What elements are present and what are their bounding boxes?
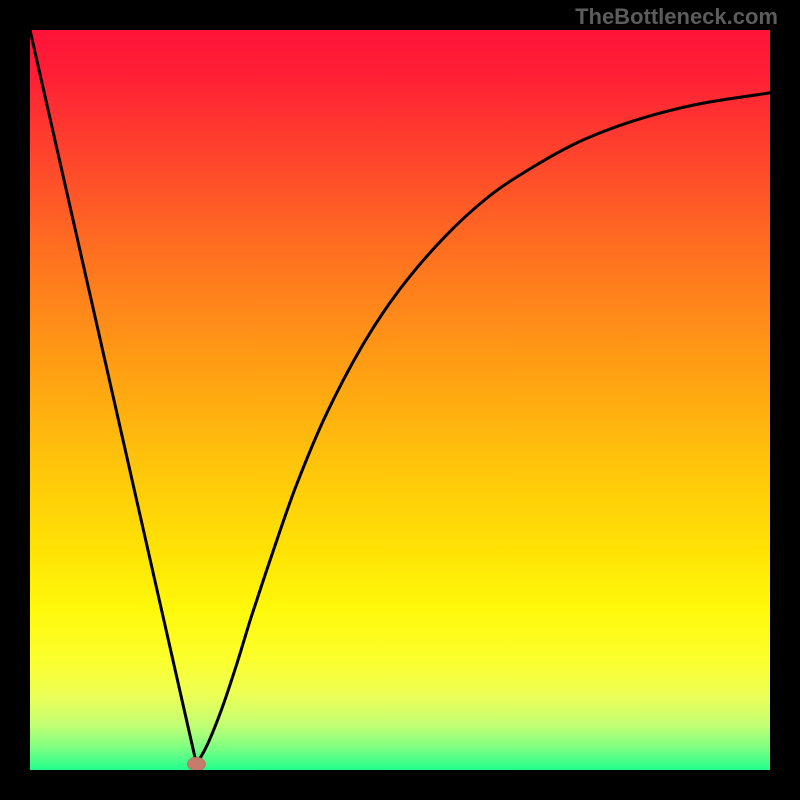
watermark-text: TheBottleneck.com xyxy=(575,4,778,30)
bottleneck-chart-svg xyxy=(30,30,770,770)
gradient-background xyxy=(30,30,770,770)
chart-frame: TheBottleneck.com xyxy=(0,0,800,800)
plot-area xyxy=(30,30,770,770)
optimal-point-marker xyxy=(188,757,206,770)
